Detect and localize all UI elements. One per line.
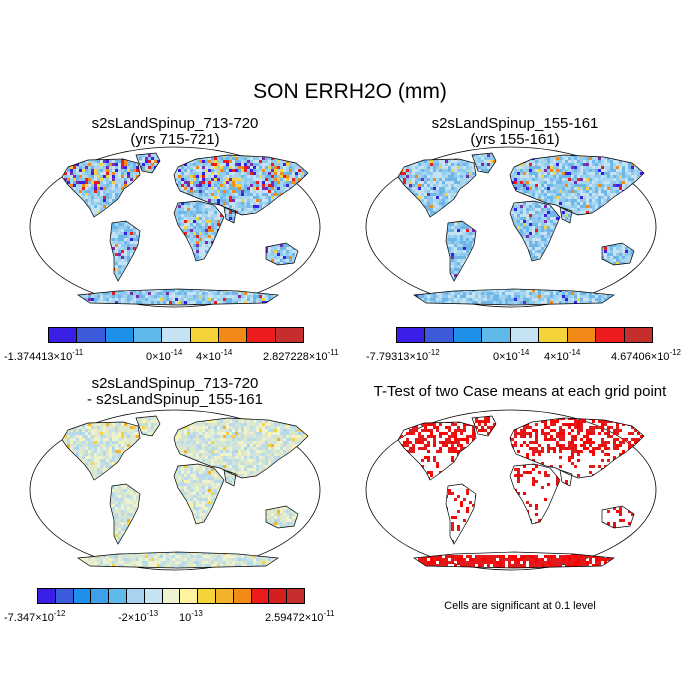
coastline <box>135 152 161 174</box>
cbar1-label-four: 4×10-14 <box>196 348 233 363</box>
colorbar-swatch <box>55 589 74 603</box>
cbar1-label-zero: 0×10-14 <box>146 348 183 363</box>
cbar1-label-min: -1.374413×10-11 <box>4 348 84 363</box>
colorbar-swatch <box>105 328 134 342</box>
panel2-title-line2: (yrs 155-161) <box>470 131 560 148</box>
coastline <box>397 158 477 218</box>
colorbar-swatch <box>77 328 106 342</box>
coastline <box>412 288 616 306</box>
panel2-title: s2sLandSpinup_155-161 (yrs 155-161) <box>360 116 670 148</box>
panel1-title: s2sLandSpinup_713-720 (yrs 715-721) <box>20 116 330 148</box>
coastline <box>445 220 477 282</box>
colorbar-swatch <box>162 328 191 342</box>
cbar2-label-four: 4×10-14 <box>544 348 581 363</box>
cbar2-label-min: -7.79313×10-12 <box>366 348 440 363</box>
colorbar-swatch <box>269 589 288 603</box>
cbar2-label-max: 4.67406×10-12 <box>611 348 681 363</box>
coastline <box>109 220 141 282</box>
panel3-title-line1: s2sLandSpinup_713-720 <box>91 375 259 392</box>
coastline <box>397 421 477 481</box>
cbar3-label-mid-neg: -2×10-13 <box>118 609 159 624</box>
panel1-title-line1: s2sLandSpinup_713-720 <box>91 115 259 132</box>
coastline <box>509 200 561 262</box>
colorbar-swatch <box>215 589 234 603</box>
colorbar-swatch <box>49 328 78 342</box>
colorbar-panel-2 <box>396 327 653 343</box>
colorbar-swatch <box>73 589 92 603</box>
cbar2-label-zero: 0×10-14 <box>493 348 530 363</box>
colorbar-swatch <box>425 328 454 342</box>
coastline <box>559 469 573 487</box>
map-panel-3 <box>29 409 321 571</box>
panel4-title-line1: T-Test of two Case means at each grid po… <box>373 383 667 400</box>
coastline <box>509 154 645 216</box>
colorbar-swatch <box>162 589 181 603</box>
coastline <box>223 206 237 224</box>
coastline <box>265 505 299 529</box>
colorbar-panel-3 <box>37 588 305 604</box>
coastline <box>471 152 497 174</box>
coastline <box>76 288 280 306</box>
colorbar-swatch <box>275 328 303 342</box>
coastline <box>445 483 477 545</box>
colorbar-swatch <box>198 589 216 603</box>
cbar3-label-max: 2.59472×10-11 <box>265 609 335 624</box>
cbar3-label-mid-pos: 10-13 <box>179 609 203 624</box>
colorbar-swatch <box>567 328 597 342</box>
coastline <box>135 415 161 437</box>
panel2-title-line1: s2sLandSpinup_155-161 <box>431 115 599 132</box>
coastline <box>173 463 225 525</box>
map-panel-2 <box>365 146 657 308</box>
cbar3-label-min: -7.347×10-12 <box>4 609 66 624</box>
colorbar-swatch <box>126 589 145 603</box>
colorbar-swatch <box>453 328 483 342</box>
coastline <box>601 505 635 529</box>
colorbar-swatch <box>91 589 110 603</box>
cbar1-label-max: 2.827228×10-11 <box>263 348 339 363</box>
coastline <box>559 206 573 224</box>
figure-title: SON ERRH2O (mm) <box>253 80 447 103</box>
significance-footnote: Cells are significant at 0.1 level <box>444 600 596 612</box>
colorbar-swatch <box>233 589 252 603</box>
coastline <box>109 483 141 545</box>
coastline <box>173 200 225 262</box>
coastline <box>173 154 309 216</box>
colorbar-swatch <box>539 328 568 342</box>
coastline <box>601 242 635 266</box>
colorbar-swatch <box>596 328 625 342</box>
colorbar-swatch <box>624 328 652 342</box>
panel3-title: s2sLandSpinup_713-720 - s2sLandSpinup_15… <box>20 376 330 408</box>
colorbar-swatch <box>247 328 276 342</box>
panel1-title-line2: (yrs 715-721) <box>130 131 220 148</box>
coastline <box>265 242 299 266</box>
map-panel-1 <box>29 146 321 308</box>
panel3-title-line2: - s2sLandSpinup_155-161 <box>87 391 263 408</box>
colorbar-swatch <box>287 589 304 603</box>
colorbar-panel-1 <box>48 327 304 343</box>
colorbar-swatch <box>190 328 219 342</box>
colorbar-swatch <box>144 589 163 603</box>
coastline <box>471 415 497 437</box>
colorbar-swatch <box>180 589 199 603</box>
coastline <box>223 469 237 487</box>
colorbar-swatch <box>397 328 426 342</box>
coastline <box>61 421 141 481</box>
colorbar-swatch <box>218 328 248 342</box>
colorbar-swatch <box>38 589 56 603</box>
coastline <box>173 417 309 479</box>
map-panel-4 <box>365 409 657 571</box>
colorbar-swatch <box>109 589 127 603</box>
panel4-title: T-Test of two Case means at each grid po… <box>350 384 690 400</box>
colorbar-swatch <box>482 328 511 342</box>
colorbar-swatch <box>251 589 270 603</box>
coastline <box>509 417 645 479</box>
colorbar-swatch <box>510 328 540 342</box>
colorbar-swatch <box>133 328 163 342</box>
coastline <box>509 463 561 525</box>
coastline <box>76 551 280 569</box>
coastline <box>412 551 616 569</box>
coastline <box>61 158 141 218</box>
